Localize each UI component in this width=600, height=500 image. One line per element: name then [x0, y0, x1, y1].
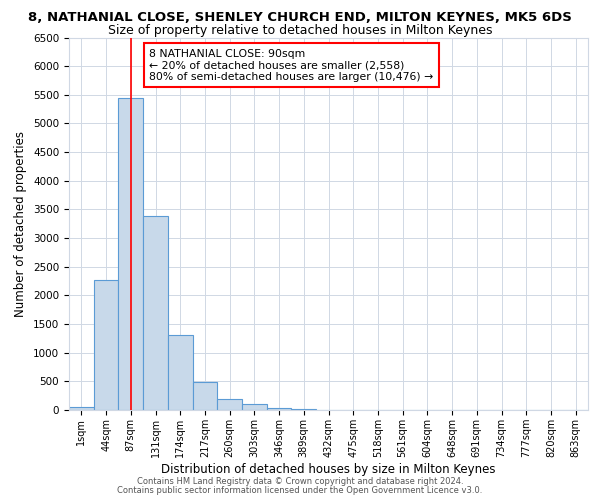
Bar: [143, 216, 168, 410]
Bar: [94, 280, 118, 410]
Bar: [242, 404, 267, 410]
Bar: [168, 335, 193, 410]
Text: 8 NATHANIAL CLOSE: 90sqm
← 20% of detached houses are smaller (2,558)
80% of sem: 8 NATHANIAL CLOSE: 90sqm ← 20% of detach…: [149, 48, 434, 82]
X-axis label: Distribution of detached houses by size in Milton Keynes: Distribution of detached houses by size …: [161, 462, 496, 475]
Bar: [118, 98, 143, 410]
Text: Size of property relative to detached houses in Milton Keynes: Size of property relative to detached ho…: [108, 24, 492, 37]
Y-axis label: Number of detached properties: Number of detached properties: [14, 130, 28, 317]
Text: Contains HM Land Registry data © Crown copyright and database right 2024.: Contains HM Land Registry data © Crown c…: [137, 477, 463, 486]
Bar: [193, 382, 217, 410]
Bar: [69, 406, 94, 410]
Text: 8, NATHANIAL CLOSE, SHENLEY CHURCH END, MILTON KEYNES, MK5 6DS: 8, NATHANIAL CLOSE, SHENLEY CHURCH END, …: [28, 11, 572, 24]
Bar: [267, 408, 292, 410]
Bar: [217, 399, 242, 410]
Text: Contains public sector information licensed under the Open Government Licence v3: Contains public sector information licen…: [118, 486, 482, 495]
